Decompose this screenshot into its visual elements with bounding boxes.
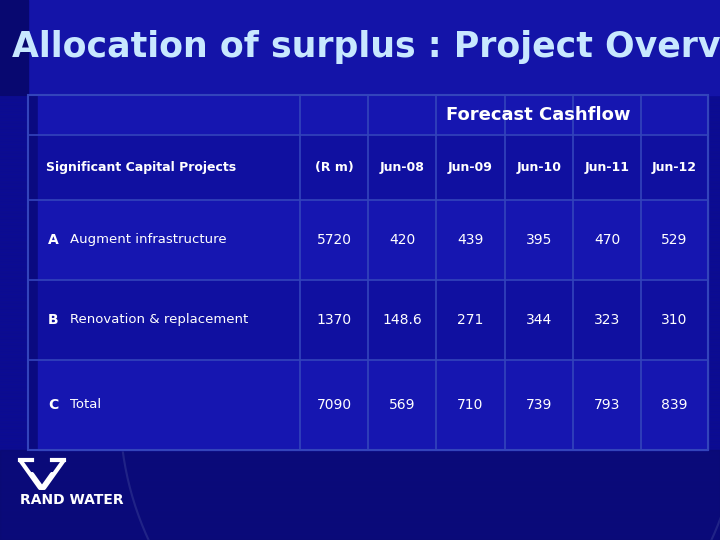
Bar: [0, 0, 720, 95]
Bar: [0, 0, 28, 95]
Text: 569: 569: [389, 398, 415, 412]
Bar: [38, 360, 708, 450]
Bar: [28, 95, 38, 450]
Text: 310: 310: [661, 313, 688, 327]
Text: Significant Capital Projects: Significant Capital Projects: [46, 161, 236, 174]
Bar: [28, 95, 708, 450]
Text: 7090: 7090: [316, 398, 351, 412]
Text: 470: 470: [594, 233, 620, 247]
Text: Total: Total: [70, 399, 101, 411]
Text: 323: 323: [594, 313, 620, 327]
Text: B: B: [48, 313, 58, 327]
Text: 5720: 5720: [317, 233, 351, 247]
Text: Forecast Cashflow: Forecast Cashflow: [446, 106, 630, 124]
Text: Jun-08: Jun-08: [379, 161, 424, 174]
Text: 395: 395: [526, 233, 552, 247]
Bar: [0, 450, 720, 540]
Text: 420: 420: [389, 233, 415, 247]
Text: 839: 839: [661, 398, 688, 412]
Bar: [38, 200, 708, 280]
Text: A: A: [48, 233, 59, 247]
Bar: [38, 95, 708, 135]
Text: 148.6: 148.6: [382, 313, 422, 327]
Text: 439: 439: [457, 233, 484, 247]
Text: Allocation of surplus : Project Overview: Allocation of surplus : Project Overview: [12, 30, 720, 64]
Text: Renovation & replacement: Renovation & replacement: [70, 314, 248, 327]
Text: 793: 793: [594, 398, 620, 412]
Text: 271: 271: [457, 313, 484, 327]
Text: 1370: 1370: [316, 313, 351, 327]
Text: 344: 344: [526, 313, 552, 327]
Text: 529: 529: [661, 233, 688, 247]
Text: Augment infrastructure: Augment infrastructure: [70, 233, 227, 246]
Text: Jun-12: Jun-12: [652, 161, 697, 174]
Text: (R m): (R m): [315, 161, 354, 174]
Text: C: C: [48, 398, 58, 412]
Text: Jun-11: Jun-11: [585, 161, 629, 174]
Bar: [38, 280, 708, 360]
Bar: [38, 135, 708, 200]
Text: 710: 710: [457, 398, 484, 412]
Bar: [28, 95, 708, 450]
Text: 739: 739: [526, 398, 552, 412]
Text: Jun-10: Jun-10: [516, 161, 562, 174]
Text: RAND WATER: RAND WATER: [20, 493, 124, 507]
Text: Jun-09: Jun-09: [448, 161, 493, 174]
